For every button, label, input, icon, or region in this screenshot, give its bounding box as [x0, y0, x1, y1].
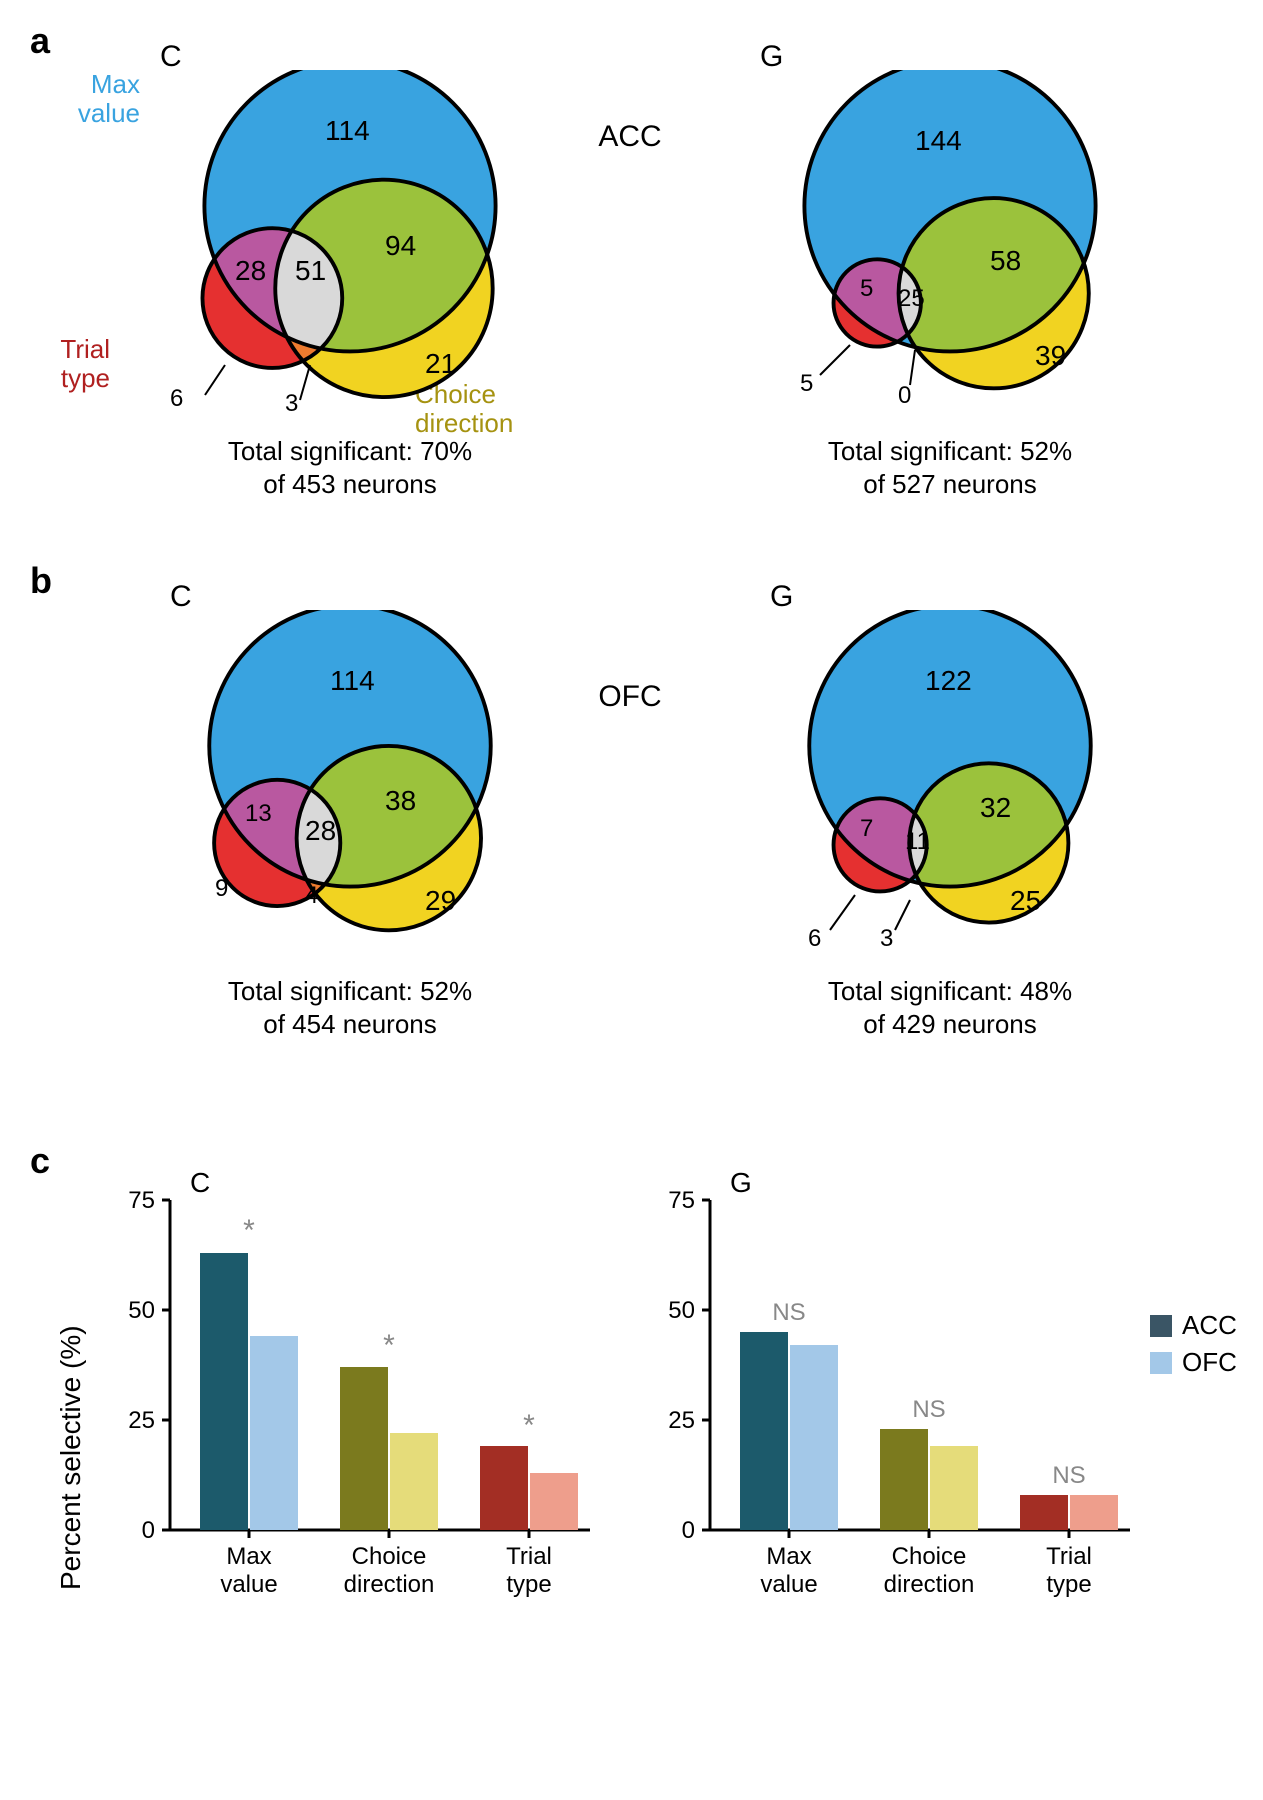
bar-g-block: 0 25 50 75 NS NS NS Max value [630, 1150, 1150, 1650]
svg-text:Max: Max [766, 1543, 811, 1570]
y-axis-label: Percent selective (%) [55, 1325, 87, 1590]
svg-text:value: value [220, 1571, 277, 1598]
cap1: Total significant: 52% [228, 976, 472, 1006]
n-cd: 29 [425, 885, 456, 917]
legend-label-ofc: OFC [1182, 1347, 1237, 1378]
legend-row-ofc: OFC [1150, 1347, 1237, 1378]
svg-text:type: type [1046, 1571, 1091, 1598]
cap2: of 527 neurons [863, 469, 1036, 499]
svg-text:NS: NS [912, 1396, 945, 1423]
n-mvtt: 13 [245, 800, 272, 828]
venn-a-g: G 144 5 25 58 5 0 39 [680, 30, 1200, 530]
n-tt: 9 [215, 875, 228, 903]
caption: Total significant: 48% of 429 neurons [740, 975, 1160, 1040]
cap1: Total significant: 52% [828, 436, 1072, 466]
venn-a-c-letter: C [160, 40, 182, 74]
svg-text:NS: NS [772, 1299, 805, 1326]
svg-text:50: 50 [128, 1297, 155, 1324]
svg-text:Choice: Choice [352, 1543, 427, 1570]
venn-a-g-letter: G [760, 40, 783, 74]
legend-label-acc: ACC [1182, 1310, 1237, 1341]
ofc-label: OFC [590, 680, 670, 714]
venn-b-c-svg [150, 610, 550, 940]
svg-text:50: 50 [668, 1297, 695, 1324]
panel-letter-a: a [30, 20, 50, 62]
n-all3: 28 [305, 815, 336, 847]
svg-text:type: type [506, 1571, 551, 1598]
svg-text:NS: NS [1052, 1462, 1085, 1489]
svg-text:Max: Max [226, 1543, 271, 1570]
svg-text:0: 0 [682, 1517, 695, 1544]
venn-b-g: G 122 7 11 32 6 3 25 [680, 570, 1200, 1070]
svg-text:*: * [243, 1214, 255, 1247]
panel-letter-c: c [30, 1140, 50, 1182]
svg-text:25: 25 [128, 1407, 155, 1434]
svg-text:direction: direction [884, 1571, 975, 1598]
svg-text:G: G [730, 1167, 752, 1198]
legend: ACC OFC [1150, 1310, 1237, 1384]
bar-c-svg: 0 25 50 75 * * * Max val [90, 1150, 610, 1650]
svg-text:*: * [523, 1409, 535, 1442]
bar-g-svg: 0 25 50 75 NS NS NS Max value [630, 1150, 1150, 1650]
cap1: Total significant: 48% [828, 976, 1072, 1006]
figure-root: a b c ACC OFC Maxvalue Trialtype Choiced… [0, 0, 1263, 1800]
svg-text:C: C [190, 1167, 210, 1198]
venn-b-c-letter: C [170, 580, 192, 614]
cap2: of 454 neurons [263, 1009, 436, 1039]
n-mv: 114 [330, 665, 375, 697]
svg-text:*: * [383, 1329, 395, 1362]
bar-c-block: 0 25 50 75 * * * Max val [90, 1150, 610, 1650]
cap2: of 453 neurons [263, 469, 436, 499]
caption: Total significant: 52% of 454 neurons [140, 975, 560, 1040]
panel-letter-b: b [30, 560, 52, 602]
svg-text:Trial: Trial [1046, 1543, 1092, 1570]
svg-text:direction: direction [344, 1571, 435, 1598]
legend-swatch-ofc [1150, 1352, 1172, 1374]
svg-text:75: 75 [128, 1187, 155, 1214]
leaders [750, 610, 1150, 950]
caption: Total significant: 70% of 453 neurons [140, 435, 560, 500]
venn-b-c: C 114 13 28 38 9 4 29 Total significant: [80, 570, 600, 1070]
leaders [150, 70, 550, 410]
svg-text:Choice: Choice [892, 1543, 967, 1570]
svg-text:Trial: Trial [506, 1543, 552, 1570]
legend-swatch-acc [1150, 1315, 1172, 1337]
leaders [750, 70, 1150, 410]
venn-b-g-letter: G [770, 580, 793, 614]
n-mvcd: 38 [385, 785, 416, 817]
legend-row-acc: ACC [1150, 1310, 1237, 1341]
svg-text:0: 0 [142, 1517, 155, 1544]
cap2: of 429 neurons [863, 1009, 1036, 1039]
svg-text:value: value [760, 1571, 817, 1598]
cap1: Total significant: 70% [228, 436, 472, 466]
venn-a-c: C 114 28 51 94 6 3 21 [80, 30, 600, 530]
svg-text:25: 25 [668, 1407, 695, 1434]
n-ttcd: 4 [305, 882, 318, 910]
acc-label: ACC [590, 120, 670, 154]
svg-text:75: 75 [668, 1187, 695, 1214]
caption: Total significant: 52% of 527 neurons [740, 435, 1160, 500]
